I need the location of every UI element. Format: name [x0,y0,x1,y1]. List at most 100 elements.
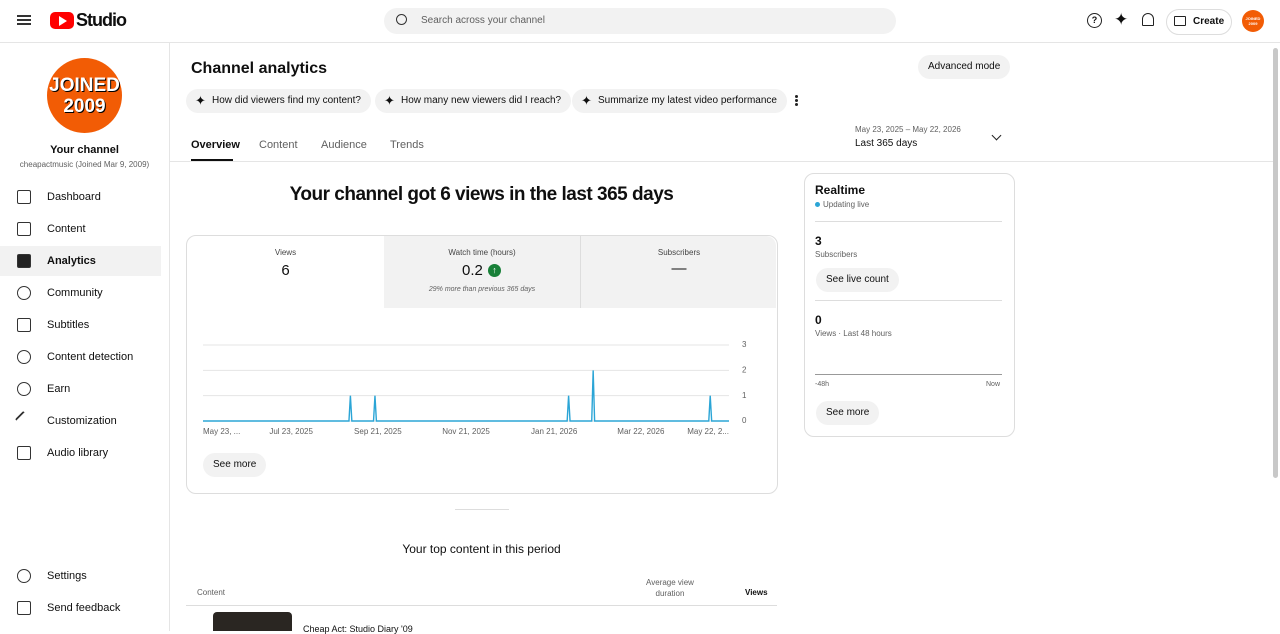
nav-item-active[interactable]: Analytics [0,246,161,276]
prompt-chip[interactable]: How many new viewers did I reach? [375,89,572,113]
create-button[interactable] [1166,9,1232,35]
see-more-button[interactable]: See more [203,453,267,477]
x-tick-label: Jan 21, 2026 [531,427,578,436]
search-placeholder: Search across your channel [421,15,545,26]
menu-button[interactable] [17,15,31,17]
realtime-views-label: Views · Last 48 hours [815,329,892,338]
x-tick-label: May 23, ... [203,427,240,436]
nav-label: Content [47,223,86,235]
avatar-line: 2009 [63,96,106,117]
nav-item[interactable]: Earn [0,374,161,404]
realtime-subscribers-label: Subscribers [815,250,858,259]
video-thumbnail[interactable] [213,612,292,631]
realtime-card [804,173,1015,437]
realtime-subscribers: 3 [815,234,822,248]
more-button[interactable] [795,95,798,98]
y-tick-label: 0 [742,416,747,425]
tab-underline [191,159,233,161]
nav-label: Send feedback [47,602,121,614]
divider [815,300,1002,301]
advanced-mode-button[interactable]: Advanced mode [918,55,1011,79]
realtime-title: Realtime [815,183,866,197]
realtime-baseline [815,374,1002,375]
tab[interactable]: Content [259,139,298,151]
date-dropdown[interactable] [991,130,1002,141]
nav-label: Community [47,287,103,299]
ai-icon[interactable]: ✦ [1114,10,1129,29]
column-header: Views [745,588,768,597]
metric-label: Views [274,248,297,257]
divider [815,221,1002,222]
nav-label: Content detection [47,351,134,363]
account-avatar[interactable]: JOINED 2009 [1242,10,1264,32]
live-dot [815,202,820,207]
nav-label: Subtitles [47,319,90,331]
nav-item[interactable]: Dashboard [0,182,161,212]
period[interactable]: Last 365 days [855,138,918,149]
tab[interactable]: Audience [321,139,367,151]
y-tick-label: 3 [742,340,747,349]
metric-note: 29% more than previous 365 days [428,286,536,293]
realtime-axis-label: -48h [815,381,830,388]
headline: Your channel got 6 views in the last 365… [289,184,674,205]
x-tick-label: Sep 21, 2025 [354,427,402,436]
realtime-views: 0 [815,313,822,327]
prompt-chip[interactable]: How did viewers find my content? [186,89,371,113]
x-tick-label: May 22, 2... [687,427,729,436]
x-tick-label: Mar 22, 2026 [617,427,665,436]
realtime-see-more[interactable]: See more [816,401,880,425]
views-line [203,370,729,422]
metric-label: Watch time (hours) [448,248,516,257]
x-tick-label: Nov 21, 2025 [442,427,490,436]
bell-icon[interactable] [1142,13,1154,26]
create-icon [1174,16,1186,26]
chart: 0 1 2 3 May 23, ... Jul 23, 2025 Sep 21, 2025 N… [203,340,747,436]
scrollbar[interactable] [1273,48,1278,478]
prompt-chip[interactable]: Summarize my latest video performance [572,89,787,113]
nav-label: Analytics [47,255,96,267]
nav-item[interactable]: Audio library [0,438,161,468]
metric-value: — [671,260,687,277]
x-tick-label: Jul 23, 2025 [269,427,313,436]
logo-text: Studio [76,10,127,30]
tab-divider [170,161,1274,162]
avatar-line: JOINED [49,75,120,96]
column-header: Average view duration [646,578,694,598]
table-divider [186,605,777,606]
nav-label: Audio library [47,447,109,459]
metric-value: 0.2 [462,262,483,279]
video-title[interactable]: Cheap Act: Studio Diary '09 [303,624,413,634]
nav-item[interactable]: Customization [0,406,161,436]
tab[interactable]: Trends [390,139,424,151]
metric-value: 6 [281,262,290,279]
nav-label: Earn [47,383,71,395]
nav-label: Customization [47,415,117,427]
realtime-status: Updating live [823,200,870,209]
nav-item[interactable]: Content [0,214,161,244]
live-count-button[interactable]: See live count [816,268,899,292]
up-icon: ↑ [488,264,501,277]
help-icon[interactable]: ? [1087,13,1102,28]
channel-avatar[interactable]: JOINED 2009 [47,58,122,133]
separator [455,509,509,510]
create-label: Create [1193,16,1225,27]
nav-item[interactable]: Content detection [0,342,161,372]
metric-divider [580,236,581,308]
column-header: Content [197,588,226,597]
date-range[interactable]: May 23, 2025 – May 22, 2026 [855,125,961,134]
y-tick-label: 1 [742,391,747,400]
top-bar [0,0,1280,43]
nav-label: Settings [47,570,87,582]
nav-item[interactable]: Subtitles [0,310,161,340]
nav-label: Dashboard [47,191,101,203]
avatar-line: 2009 [1248,21,1258,26]
tab-active[interactable]: Overview [191,139,240,151]
top-content-title: Your top content in this period [402,542,561,556]
search-box[interactable] [384,8,896,34]
avatar-line: JOINED [1245,16,1261,21]
nav-item[interactable]: Community [0,278,161,308]
channel-subtitle: cheapactmusic (Joined Mar 9, 2009) [19,160,150,169]
nav-item[interactable]: Settings [0,561,161,591]
nav-item[interactable]: Send feedback [0,593,161,623]
